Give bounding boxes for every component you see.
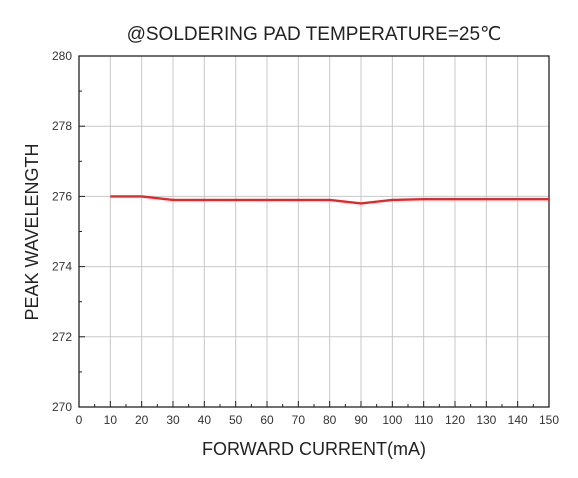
y-tick-label: 272 — [52, 330, 72, 344]
series-line — [110, 195, 549, 205]
y-tick-label: 280 — [52, 49, 72, 63]
x-tick-label: 150 — [539, 413, 559, 427]
x-tick-label: 40 — [198, 413, 212, 427]
y-tick-label: 278 — [52, 119, 72, 133]
plot-frame — [78, 55, 550, 408]
x-tick-label: 130 — [476, 413, 496, 427]
x-tick-label: 10 — [104, 413, 118, 427]
x-tick-label: 0 — [76, 413, 83, 427]
x-axis-title: FORWARD CURRENT(mA) — [202, 439, 426, 459]
y-axis-title: PEAK WAVELENGTH — [22, 143, 42, 320]
y-tick-label: 276 — [52, 189, 72, 203]
x-tick-label: 100 — [382, 413, 402, 427]
x-tick-label: 140 — [508, 413, 528, 427]
x-tick-label: 70 — [292, 413, 306, 427]
x-tick-label: 110 — [414, 413, 433, 427]
chart-title: @SOLDERING PAD TEMPERATURE=25℃ — [127, 24, 502, 45]
series-layer — [110, 195, 549, 205]
axis-ticks: 0 10 20 30 40 50 60 70 80 90 100 110 120 130 140 150 270… — [52, 49, 559, 427]
x-tick-label: 90 — [354, 413, 368, 427]
x-tick-label: 60 — [260, 413, 274, 427]
y-tick-label: 274 — [52, 260, 72, 274]
x-tick-label: 30 — [166, 413, 180, 427]
y-tick-label: 270 — [52, 400, 72, 414]
x-tick-label: 50 — [229, 413, 243, 427]
x-tick-label: 120 — [445, 413, 465, 427]
x-tick-label: 80 — [323, 413, 337, 427]
grid — [79, 56, 549, 407]
x-tick-label: 20 — [135, 413, 149, 427]
